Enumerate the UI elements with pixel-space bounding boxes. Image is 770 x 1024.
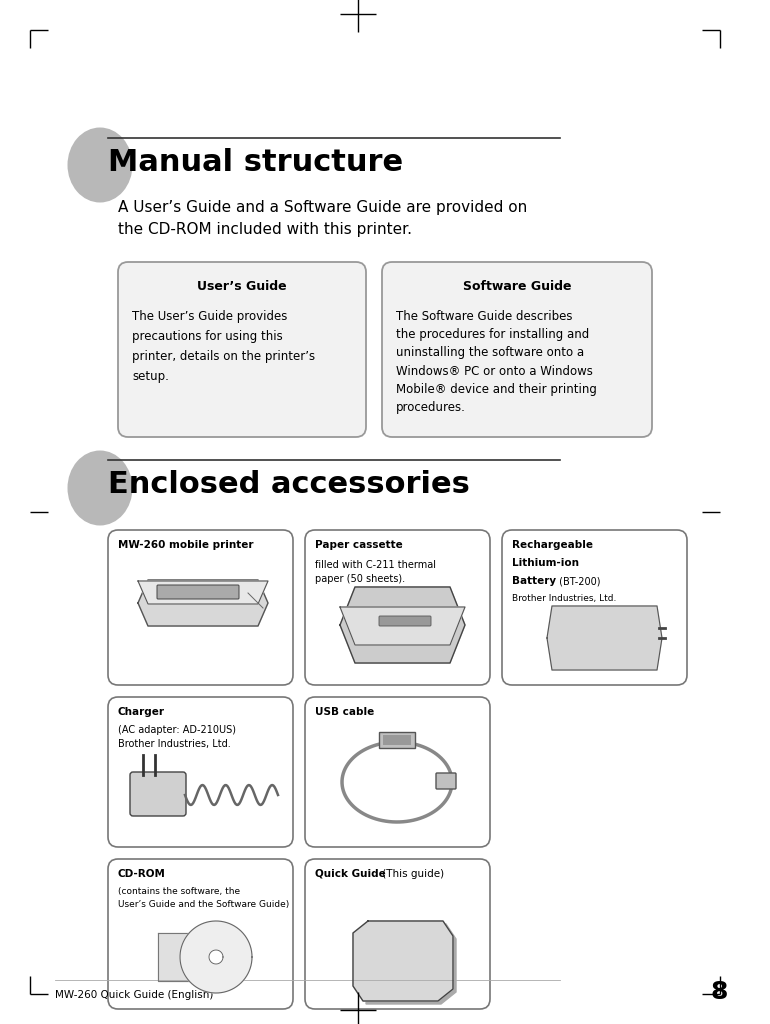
Text: Brother Industries, Ltd.: Brother Industries, Ltd. [512,594,616,603]
Text: Charger: Charger [118,707,165,717]
Text: (contains the software, the
User’s Guide and the Software Guide): (contains the software, the User’s Guide… [118,887,290,908]
FancyBboxPatch shape [305,697,490,847]
Text: User’s Guide: User’s Guide [197,280,286,293]
FancyBboxPatch shape [108,697,293,847]
FancyBboxPatch shape [382,262,652,437]
Polygon shape [340,587,465,663]
Text: Rechargeable: Rechargeable [512,540,593,550]
Polygon shape [547,606,662,670]
Polygon shape [158,933,233,981]
FancyBboxPatch shape [157,585,239,599]
Text: The User’s Guide provides
precautions for using this
printer, details on the pri: The User’s Guide provides precautions fo… [132,310,315,383]
Text: MW-260 mobile printer: MW-260 mobile printer [118,540,253,550]
Polygon shape [340,607,465,645]
Polygon shape [209,950,223,964]
Text: (BT-200): (BT-200) [556,575,601,586]
Text: Quick Guide: Quick Guide [315,869,386,879]
FancyBboxPatch shape [383,735,411,745]
Text: MW-260 Quick Guide (English): MW-260 Quick Guide (English) [55,990,213,1000]
Text: The Software Guide describes
the procedures for installing and
uninstalling the : The Software Guide describes the procedu… [396,310,597,414]
Polygon shape [180,921,252,993]
Text: 8: 8 [710,980,728,1004]
Text: Battery: Battery [512,575,556,586]
FancyBboxPatch shape [118,262,366,437]
Text: A User’s Guide and a Software Guide are provided on
the CD-ROM included with thi: A User’s Guide and a Software Guide are … [118,200,527,238]
Text: filled with C-211 thermal
paper (50 sheets).: filled with C-211 thermal paper (50 shee… [315,560,436,584]
FancyBboxPatch shape [130,772,186,816]
Text: Paper cassette: Paper cassette [315,540,403,550]
Text: Manual structure: Manual structure [108,148,403,177]
Text: Enclosed accessories: Enclosed accessories [108,470,470,499]
Polygon shape [366,924,456,1004]
FancyBboxPatch shape [108,859,293,1009]
Text: CD-ROM: CD-ROM [118,869,166,879]
FancyBboxPatch shape [305,859,490,1009]
Text: Software Guide: Software Guide [463,280,571,293]
FancyBboxPatch shape [305,530,490,685]
FancyBboxPatch shape [379,616,431,626]
Ellipse shape [68,451,132,525]
Text: USB cable: USB cable [315,707,374,717]
Polygon shape [138,580,268,626]
Text: (AC adapter: AD-210US)
Brother Industries, Ltd.: (AC adapter: AD-210US) Brother Industrie… [118,725,236,749]
FancyBboxPatch shape [108,530,293,685]
Text: (This guide): (This guide) [379,869,444,879]
Text: Lithium-ion: Lithium-ion [512,558,579,568]
Ellipse shape [68,128,132,203]
Polygon shape [138,581,268,604]
FancyBboxPatch shape [379,732,415,748]
Polygon shape [353,921,453,1001]
FancyBboxPatch shape [436,773,456,790]
FancyBboxPatch shape [502,530,687,685]
